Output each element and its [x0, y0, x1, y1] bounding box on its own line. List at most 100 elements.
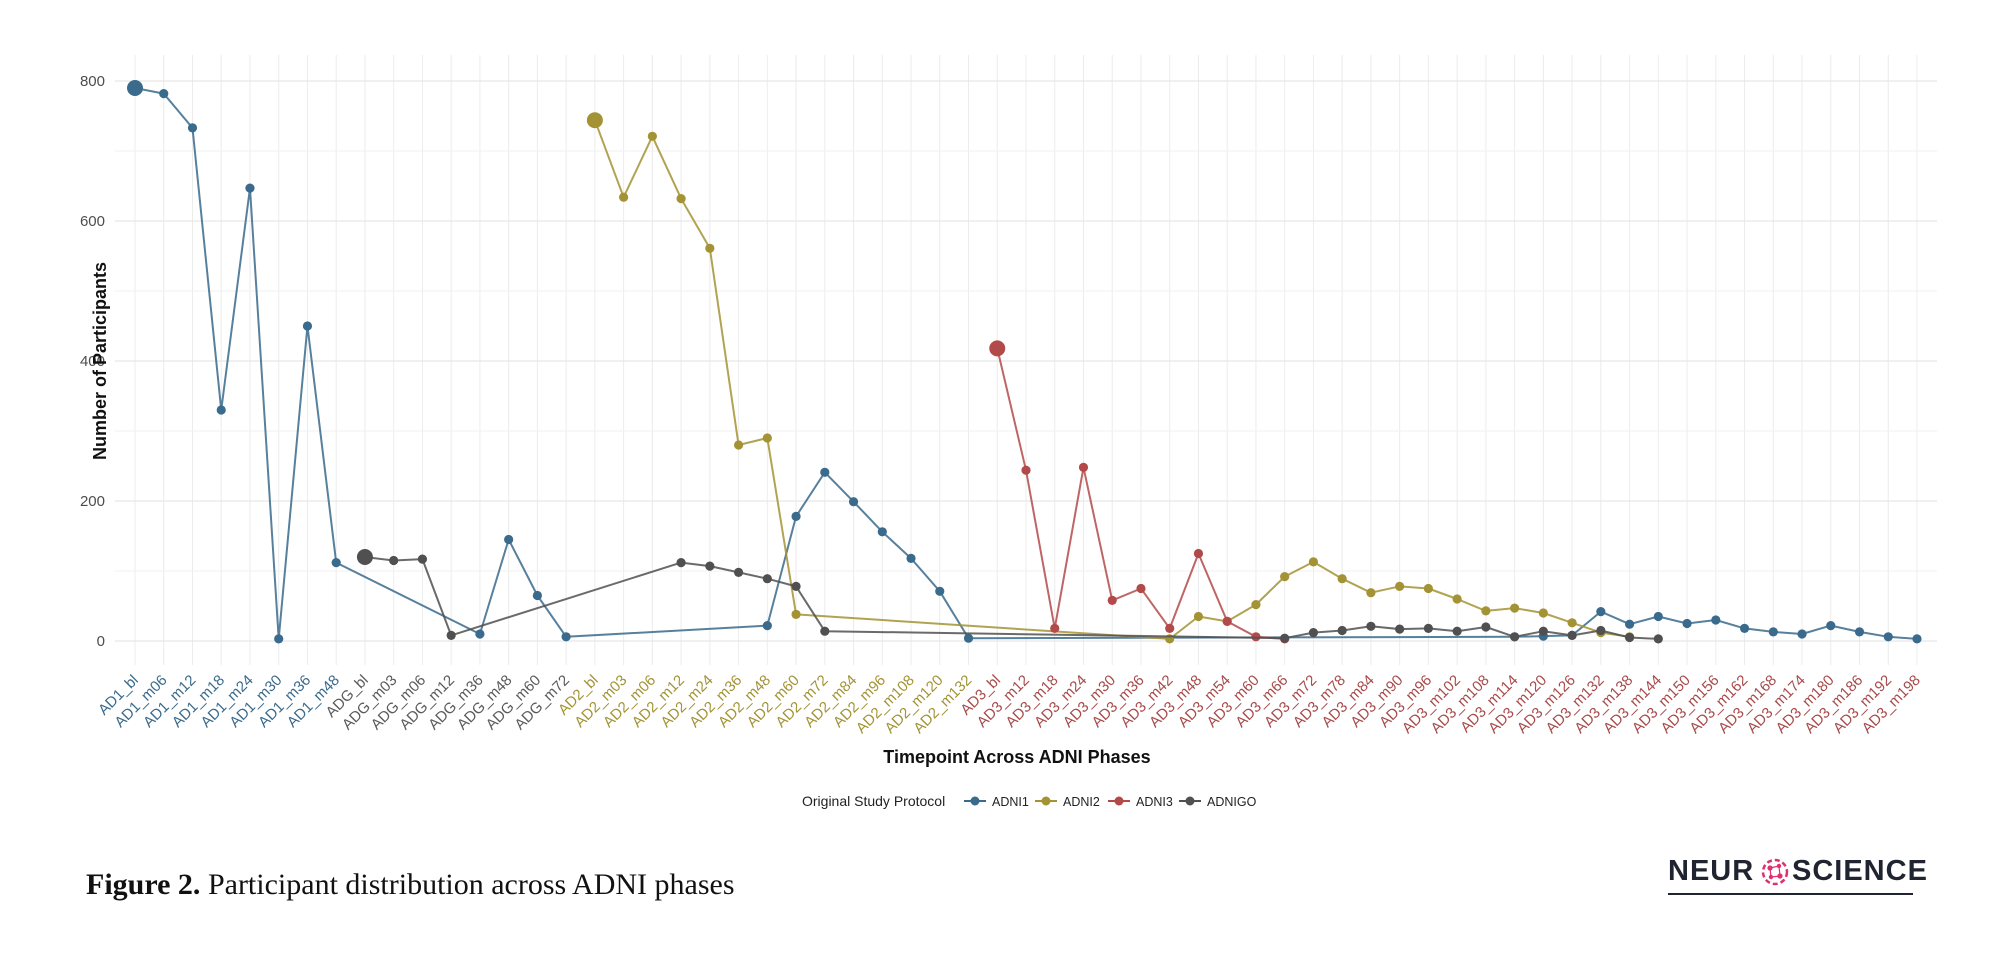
data-point-adni1 [1883, 632, 1893, 642]
data-point-adni2 [733, 440, 744, 450]
data-point-adni3 [1078, 462, 1089, 472]
data-point-adni1 [216, 405, 226, 415]
legend-key-point [1185, 796, 1195, 806]
data-point-adni3 [1107, 595, 1117, 606]
data-point-adni2 [1251, 600, 1261, 610]
figure-title: Participant distribution across ADNI pha… [200, 868, 735, 901]
data-point-adni1 [245, 183, 255, 193]
data-point-adnigo [1653, 634, 1663, 644]
data-point-adni1 [877, 527, 887, 537]
data-point-adni2 [1308, 557, 1319, 567]
data-point-adnigo [676, 558, 686, 568]
data-point-adnigo [1423, 623, 1433, 634]
data-point-adni1 [935, 586, 945, 596]
data-point-adni1 [1624, 619, 1635, 629]
figure-label: Figure 2. [86, 868, 201, 901]
data-point-adni2 [1510, 603, 1520, 613]
data-point-adni1 [187, 123, 198, 133]
x-axis-label: Timepoint Across ADNI Phases [883, 747, 1150, 767]
data-point-adni1 [791, 511, 801, 521]
data-point-adni1 [475, 629, 485, 639]
data-point-adnigo [1510, 632, 1520, 642]
data-point-adni1 [906, 553, 916, 564]
data-point-adnigo [1308, 628, 1319, 638]
data-point-adnigo [1366, 621, 1376, 631]
data-point-adnigo [762, 574, 772, 584]
y-tick-label: 400 [80, 353, 105, 370]
data-point-adni1 [762, 621, 772, 631]
y-tick-label: 200 [80, 493, 105, 510]
y-tick-label: 0 [97, 633, 105, 650]
data-point-adni2 [1567, 618, 1577, 628]
legend-item-label: ADNI2 [1063, 795, 1100, 809]
data-point-adni2 [1481, 606, 1491, 616]
data-point-adni1 [1653, 611, 1663, 622]
publisher-logo: NEUR SCIENCE [1668, 855, 1927, 895]
data-point-adni1 [1912, 634, 1922, 644]
data-point-adni2 [676, 194, 686, 204]
data-point-adni3 [1165, 623, 1175, 634]
data-point-adni1 [159, 89, 169, 99]
data-point-adni1 [504, 534, 514, 545]
data-point-adni1 [963, 633, 974, 643]
y-tick-label: 800 [80, 73, 105, 90]
data-point-adni1 [820, 467, 830, 477]
data-point-adni1 [1711, 615, 1721, 625]
y-tick-label: 600 [80, 213, 105, 230]
data-point-adni2 [1280, 572, 1290, 582]
data-point-adni3 [1050, 623, 1060, 634]
data-point-adnigo [1452, 626, 1462, 636]
data-point-adnigo [1481, 622, 1491, 632]
data-point-adnigo [733, 567, 744, 578]
data-point-adni2 [1366, 588, 1376, 598]
data-point-adnigo [791, 581, 801, 592]
legend-key-point [970, 796, 980, 806]
data-point-adni2 [1395, 581, 1405, 592]
data-point-adni2 [1452, 594, 1462, 604]
data-point-adnigo [389, 555, 399, 566]
logo-underline [1668, 893, 1913, 895]
data-point-adnigo [1280, 633, 1290, 643]
data-point-adnigo [417, 554, 428, 564]
data-point-adni1 [127, 80, 143, 96]
figure-caption: Figure 2. Participant distribution acros… [86, 868, 735, 902]
logo-right-text: SCIENCE [1792, 855, 1928, 887]
data-point-adni1 [1682, 618, 1692, 629]
data-point-adni2 [762, 433, 772, 443]
data-point-adni2 [791, 609, 801, 620]
data-point-adni2 [705, 243, 715, 253]
data-point-adni1 [1826, 621, 1836, 631]
data-point-adni1 [532, 590, 542, 601]
data-point-adnigo [1567, 630, 1577, 641]
legend-item-label: ADNI1 [992, 795, 1029, 809]
data-point-adni2 [586, 112, 603, 129]
data-point-adni2 [647, 131, 657, 141]
y-axis-label: Number of Participants [90, 262, 110, 460]
series-line-adnigo [364, 556, 1659, 640]
legend-title: Original Study Protocol [802, 793, 945, 809]
data-point-adni2 [1538, 608, 1548, 618]
data-point-adni2 [1423, 583, 1433, 594]
data-point-adni1 [561, 632, 571, 642]
data-point-adnigo [1337, 625, 1347, 636]
legend-key-point [1114, 796, 1124, 806]
data-point-adni1 [302, 321, 313, 331]
data-point-adni1 [1739, 623, 1750, 634]
legend-key-point [1041, 796, 1051, 806]
logo-left-text: NEUR [1668, 855, 1755, 887]
data-point-adni3 [989, 340, 1006, 357]
data-point-adnigo [1538, 626, 1548, 636]
data-point-adni3 [1021, 465, 1031, 475]
data-point-adni1 [1768, 627, 1778, 637]
data-point-adni1 [848, 497, 859, 507]
data-point-adnigo [1596, 625, 1606, 636]
legend-item-label: ADNI3 [1136, 795, 1173, 809]
data-point-adnigo [1624, 632, 1635, 643]
data-point-adnigo [1395, 624, 1405, 634]
data-point-adni3 [1136, 583, 1146, 594]
data-point-adni1 [1596, 607, 1606, 617]
data-point-adnigo [820, 626, 830, 636]
data-point-adni3 [1193, 548, 1204, 559]
data-point-adnigo [446, 630, 456, 641]
